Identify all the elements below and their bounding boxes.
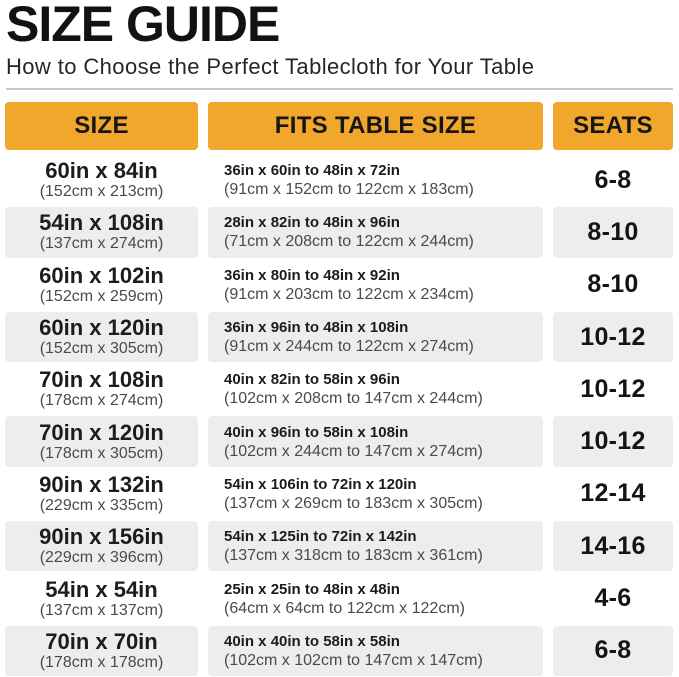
seats-value: 14-16 (553, 521, 673, 572)
size-inches-value: 60in x 84in (45, 158, 158, 184)
page-subtitle: How to Choose the Perfect Tablecloth for… (6, 54, 535, 79)
size-cell: 54in x 108in (137cm x 274cm) (5, 207, 198, 258)
size-cm-value: (178cm x 274cm) (39, 392, 164, 410)
size-inches-value: 54in x 108in (39, 210, 164, 236)
fits-cm-value: (102cm x 102cm to 147cm x 147cm) (224, 651, 483, 669)
seats-value: 6-8 (594, 165, 632, 194)
table-row: 60in x 120in (152cm x 305cm) 36in x 96in… (5, 311, 673, 363)
fits-cm-value: (102cm x 244cm to 147cm x 274cm) (224, 442, 483, 460)
size-inches-value: 70in x 120in (39, 419, 164, 445)
size-cell: 90in x 156in (229cm x 396cm) (5, 521, 198, 572)
size-cell: 54in x 54in (137cm x 137cm) (5, 573, 198, 623)
seats-value: 6-8 (553, 625, 673, 676)
size-inches-value: 60in x 102in (39, 262, 164, 288)
size-cell: 70in x 120in (178cm x 305cm) (5, 416, 198, 467)
fits-table-size-cell: 54in x 125in to 72in x 142in (137cm x 31… (208, 521, 543, 572)
fits-inches-value: 40in x 96in to 58in x 108in (224, 423, 409, 441)
column-header-fits: FITS TABLE SIZE (208, 102, 543, 150)
seats-value: 8-10 (587, 270, 639, 299)
size-cm-value: (229cm x 396cm) (39, 549, 164, 567)
size-cell: 90in x 132in (229cm x 335cm) (5, 469, 198, 519)
size-cm-value: (152cm x 305cm) (39, 340, 164, 358)
seats-value: 10-12 (580, 374, 646, 403)
size-inches-value: 90in x 156in (39, 524, 164, 550)
fits-table-size-cell: 36in x 60in to 48in x 72in (91cm x 152cm… (208, 155, 543, 205)
size-inches-value: 70in x 70in (45, 628, 158, 654)
fits-inches-value: 36in x 80in to 48in x 92in (224, 266, 400, 284)
fits-inches-value: 40in x 82in to 58in x 96in (224, 371, 400, 389)
fits-table-size-cell: 36in x 80in to 48in x 92in (91cm x 203cm… (208, 260, 543, 310)
size-inches-value: 90in x 132in (39, 471, 164, 497)
size-cell: 70in x 108in (178cm x 274cm) (5, 364, 198, 414)
fits-cm-value: (137cm x 318cm to 183cm x 361cm) (224, 547, 483, 565)
size-cell: 60in x 84in (152cm x 213cm) (5, 155, 198, 205)
fits-cm-value: (64cm x 64cm to 122cm x 122cm) (224, 599, 465, 617)
fits-table-size-cell: 40in x 40in to 58in x 58in (102cm x 102c… (208, 625, 543, 676)
size-cm-value: (178cm x 178cm) (39, 653, 164, 671)
size-cm-value: (178cm x 305cm) (39, 444, 164, 462)
page-title: SIZE GUIDE (6, 0, 280, 52)
size-cm-value: (229cm x 335cm) (39, 496, 164, 514)
fits-table-size-cell: 40in x 82in to 58in x 96in (102cm x 208c… (208, 364, 543, 414)
table-row: 90in x 132in (229cm x 335cm) 54in x 106i… (5, 468, 673, 520)
fits-table-size-cell: 54in x 106in to 72in x 120in (137cm x 26… (208, 469, 543, 519)
fits-inches-value: 25in x 25in to 48in x 48in (224, 580, 400, 598)
size-inches-value: 70in x 108in (39, 367, 164, 393)
fits-inches-value: 36in x 60in to 48in x 72in (224, 162, 400, 180)
page-header: SIZE GUIDE How to Choose the Perfect Tab… (0, 0, 679, 90)
size-cm-value: (152cm x 259cm) (39, 287, 164, 305)
fits-cm-value: (71cm x 208cm to 122cm x 244cm) (224, 233, 474, 251)
fits-inches-value: 28in x 82in to 48in x 96in (224, 214, 400, 232)
fits-cm-value: (102cm x 208cm to 147cm x 244cm) (224, 390, 483, 408)
fits-inches-value: 36in x 96in to 48in x 108in (224, 319, 409, 337)
fits-cm-value: (91cm x 244cm to 122cm x 274cm) (224, 338, 474, 356)
size-cm-value: (152cm x 213cm) (39, 183, 164, 201)
table-row: 90in x 156in (229cm x 396cm) 54in x 125i… (5, 520, 673, 572)
seats-value: 10-12 (553, 311, 673, 363)
table-row: 70in x 70in (178cm x 178cm) 40in x 40in … (5, 625, 673, 677)
fits-table-size-cell: 25in x 25in to 48in x 48in (64cm x 64cm … (208, 573, 543, 623)
table-row: 70in x 120in (178cm x 305cm) 40in x 96in… (5, 415, 673, 467)
size-cell: 70in x 70in (178cm x 178cm) (5, 625, 198, 676)
fits-table-size-cell: 36in x 96in to 48in x 108in (91cm x 244c… (208, 311, 543, 363)
size-guide-table: SIZE FITS TABLE SIZE SEATS 60in x 84in (… (5, 102, 673, 677)
fits-inches-value: 40in x 40in to 58in x 58in (224, 632, 400, 650)
fits-cm-value: (91cm x 203cm to 122cm x 234cm) (224, 285, 474, 303)
column-header-size: SIZE (5, 102, 198, 150)
seats-value: 10-12 (553, 416, 673, 467)
size-cell: 60in x 120in (152cm x 305cm) (5, 311, 198, 363)
column-header-seats: SEATS (553, 102, 673, 150)
fits-table-size-cell: 28in x 82in to 48in x 96in (71cm x 208cm… (208, 207, 543, 258)
fits-cm-value: (137cm x 269cm to 183cm x 305cm) (224, 494, 483, 512)
size-inches-value: 60in x 120in (39, 315, 164, 341)
seats-value: 4-6 (594, 584, 632, 613)
fits-inches-value: 54in x 106in to 72in x 120in (224, 475, 417, 493)
seats-value: 12-14 (580, 479, 646, 508)
seats-value: 8-10 (553, 207, 673, 258)
table-header-row: SIZE FITS TABLE SIZE SEATS (5, 102, 673, 150)
header-divider (6, 88, 673, 90)
table-body: 60in x 84in (152cm x 213cm) 36in x 60in … (5, 154, 673, 677)
fits-inches-value: 54in x 125in to 72in x 142in (224, 528, 417, 546)
fits-table-size-cell: 40in x 96in to 58in x 108in (102cm x 244… (208, 416, 543, 467)
size-cm-value: (137cm x 274cm) (39, 235, 164, 253)
table-row: 60in x 102in (152cm x 259cm) 36in x 80in… (5, 259, 673, 311)
table-row: 54in x 108in (137cm x 274cm) 28in x 82in… (5, 206, 673, 258)
fits-cm-value: (91cm x 152cm to 122cm x 183cm) (224, 181, 474, 199)
table-row: 70in x 108in (178cm x 274cm) 40in x 82in… (5, 363, 673, 415)
size-inches-value: 54in x 54in (45, 576, 158, 602)
table-row: 54in x 54in (137cm x 137cm) 25in x 25in … (5, 572, 673, 624)
size-cm-value: (137cm x 137cm) (39, 601, 164, 619)
table-row: 60in x 84in (152cm x 213cm) 36in x 60in … (5, 154, 673, 206)
size-cell: 60in x 102in (152cm x 259cm) (5, 260, 198, 310)
